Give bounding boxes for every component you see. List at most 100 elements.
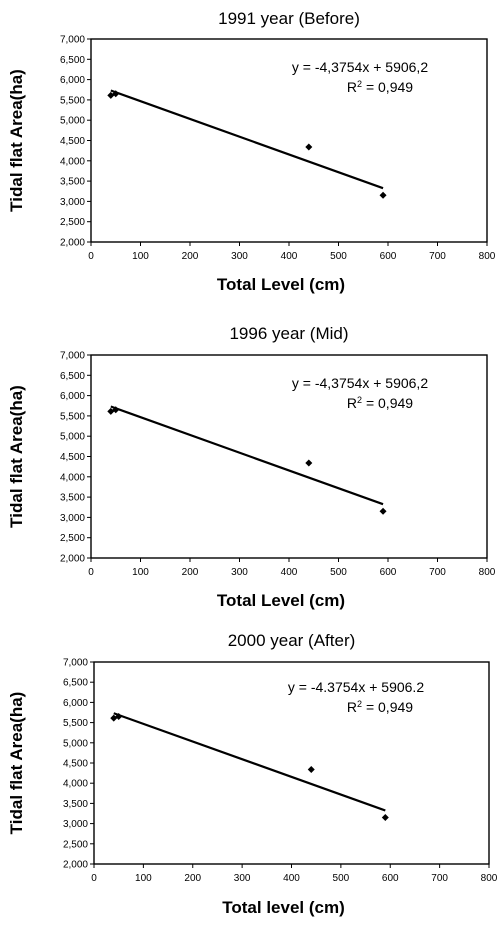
x-tick-label: 400 xyxy=(281,251,298,262)
r-squared-label: R2 = 0,949 xyxy=(347,79,413,95)
x-tick-label: 800 xyxy=(481,873,498,884)
x-axis-label: Total level (cm) xyxy=(222,898,345,917)
trendline xyxy=(113,712,386,812)
data-point xyxy=(381,814,389,822)
data-point xyxy=(115,713,123,721)
x-tick-label: 800 xyxy=(479,251,496,262)
y-tick-label: 2,000 xyxy=(60,238,85,249)
r-squared-superscript: 2 xyxy=(357,395,362,405)
data-point xyxy=(379,191,387,199)
data-point xyxy=(379,507,387,515)
x-tick-label: 100 xyxy=(132,251,149,262)
y-tick-label: 4,500 xyxy=(63,759,88,770)
y-tick-label: 3,000 xyxy=(63,819,88,830)
x-tick-label: 600 xyxy=(380,251,397,262)
x-tick-label: 100 xyxy=(135,873,152,884)
trendline-equation: y = -4,3754x + 5906,2 xyxy=(292,375,428,391)
r-squared-label: R2 = 0,949 xyxy=(347,395,413,411)
y-tick-label: 6,500 xyxy=(60,371,85,382)
y-tick-label: 6,000 xyxy=(63,698,88,709)
x-tick-label: 500 xyxy=(333,873,350,884)
y-tick-label: 5,500 xyxy=(60,95,85,106)
y-tick-label: 4,500 xyxy=(60,452,85,463)
x-tick-label: 400 xyxy=(281,567,298,578)
data-point xyxy=(307,765,315,773)
x-tick-label: 700 xyxy=(431,873,448,884)
x-tick-label: 300 xyxy=(234,873,251,884)
y-axis-label: Tidal flat Area(ha) xyxy=(7,385,26,528)
y-tick-label: 6,000 xyxy=(60,75,85,86)
x-tick-label: 0 xyxy=(88,567,94,578)
x-tick-label: 300 xyxy=(231,567,248,578)
trendline xyxy=(110,405,384,506)
r-squared-symbol: R xyxy=(347,79,357,95)
y-tick-label: 4,000 xyxy=(60,472,85,483)
x-tick-label: 700 xyxy=(429,567,446,578)
x-tick-label: 0 xyxy=(88,251,94,262)
x-axis-label: Total Level (cm) xyxy=(217,275,345,294)
x-tick-label: 200 xyxy=(182,251,199,262)
y-tick-label: 3,000 xyxy=(60,513,85,524)
y-tick-label: 6,500 xyxy=(60,55,85,66)
r-squared-superscript: 2 xyxy=(357,79,362,89)
x-tick-label: 0 xyxy=(91,873,97,884)
chart-title: 1991 year (Before) xyxy=(218,9,360,28)
y-axis-label: Tidal flat Area(ha) xyxy=(7,69,26,212)
r-squared-value: = 0,949 xyxy=(362,395,413,411)
data-point xyxy=(112,90,120,98)
y-tick-label: 7,000 xyxy=(60,351,85,362)
r-squared-label: R2 = 0,949 xyxy=(347,699,413,715)
r-squared-superscript: 2 xyxy=(357,699,362,709)
y-tick-label: 2,000 xyxy=(63,860,88,871)
y-tick-label: 7,000 xyxy=(60,35,85,46)
chart-title: 2000 year (After) xyxy=(228,631,356,650)
y-tick-label: 4,500 xyxy=(60,136,85,147)
y-tick-label: 2,500 xyxy=(60,533,85,544)
y-tick-label: 6,500 xyxy=(63,678,88,689)
y-tick-label: 4,000 xyxy=(63,779,88,790)
r-squared-symbol: R xyxy=(347,699,357,715)
y-tick-label: 7,000 xyxy=(63,658,88,669)
y-tick-label: 2,500 xyxy=(63,839,88,850)
x-tick-label: 500 xyxy=(330,567,347,578)
x-tick-label: 500 xyxy=(330,251,347,262)
r-squared-value: = 0,949 xyxy=(362,699,413,715)
x-tick-label: 800 xyxy=(479,567,496,578)
y-tick-label: 5,000 xyxy=(63,738,88,749)
y-tick-label: 5,000 xyxy=(60,432,85,443)
y-tick-label: 2,500 xyxy=(60,217,85,228)
r-squared-symbol: R xyxy=(347,395,357,411)
y-tick-label: 3,500 xyxy=(63,799,88,810)
y-tick-label: 5,000 xyxy=(60,116,85,127)
y-tick-label: 3,000 xyxy=(60,197,85,208)
trendline-equation: y = -4.3754x + 5906.2 xyxy=(288,679,424,695)
x-tick-label: 600 xyxy=(382,873,399,884)
x-tick-label: 600 xyxy=(380,567,397,578)
y-tick-label: 5,500 xyxy=(63,718,88,729)
y-tick-label: 2,000 xyxy=(60,554,85,565)
x-tick-label: 700 xyxy=(429,251,446,262)
r-squared-value: = 0,949 xyxy=(362,79,413,95)
y-tick-label: 3,500 xyxy=(60,493,85,504)
x-tick-label: 300 xyxy=(231,251,248,262)
y-tick-label: 4,000 xyxy=(60,156,85,167)
chart-panel-3: 2000 year (After) 0 100 200 300 400 500 600 700 8… xyxy=(7,631,498,917)
x-tick-label: 400 xyxy=(283,873,300,884)
y-tick-label: 3,500 xyxy=(60,177,85,188)
chart-panel-1: 1991 year (Before) 0 100 200 300 400 500 600 700… xyxy=(7,9,496,294)
y-tick-label: 6,000 xyxy=(60,391,85,402)
x-axis-label: Total Level (cm) xyxy=(217,591,345,610)
data-point xyxy=(112,406,120,414)
trendline xyxy=(110,89,384,190)
x-tick-label: 200 xyxy=(182,567,199,578)
x-tick-label: 100 xyxy=(132,567,149,578)
data-point xyxy=(305,459,313,467)
data-point xyxy=(305,143,313,151)
x-tick-label: 200 xyxy=(184,873,201,884)
chart-title: 1996 year (Mid) xyxy=(229,324,348,343)
y-axis-label: Tidal flat Area(ha) xyxy=(7,692,26,835)
y-tick-label: 5,500 xyxy=(60,411,85,422)
chart-panel-2: 1996 year (Mid) 0 100 200 300 400 500 600 700 800… xyxy=(7,324,496,610)
trendline-equation: y = -4,3754x + 5906,2 xyxy=(292,59,428,75)
